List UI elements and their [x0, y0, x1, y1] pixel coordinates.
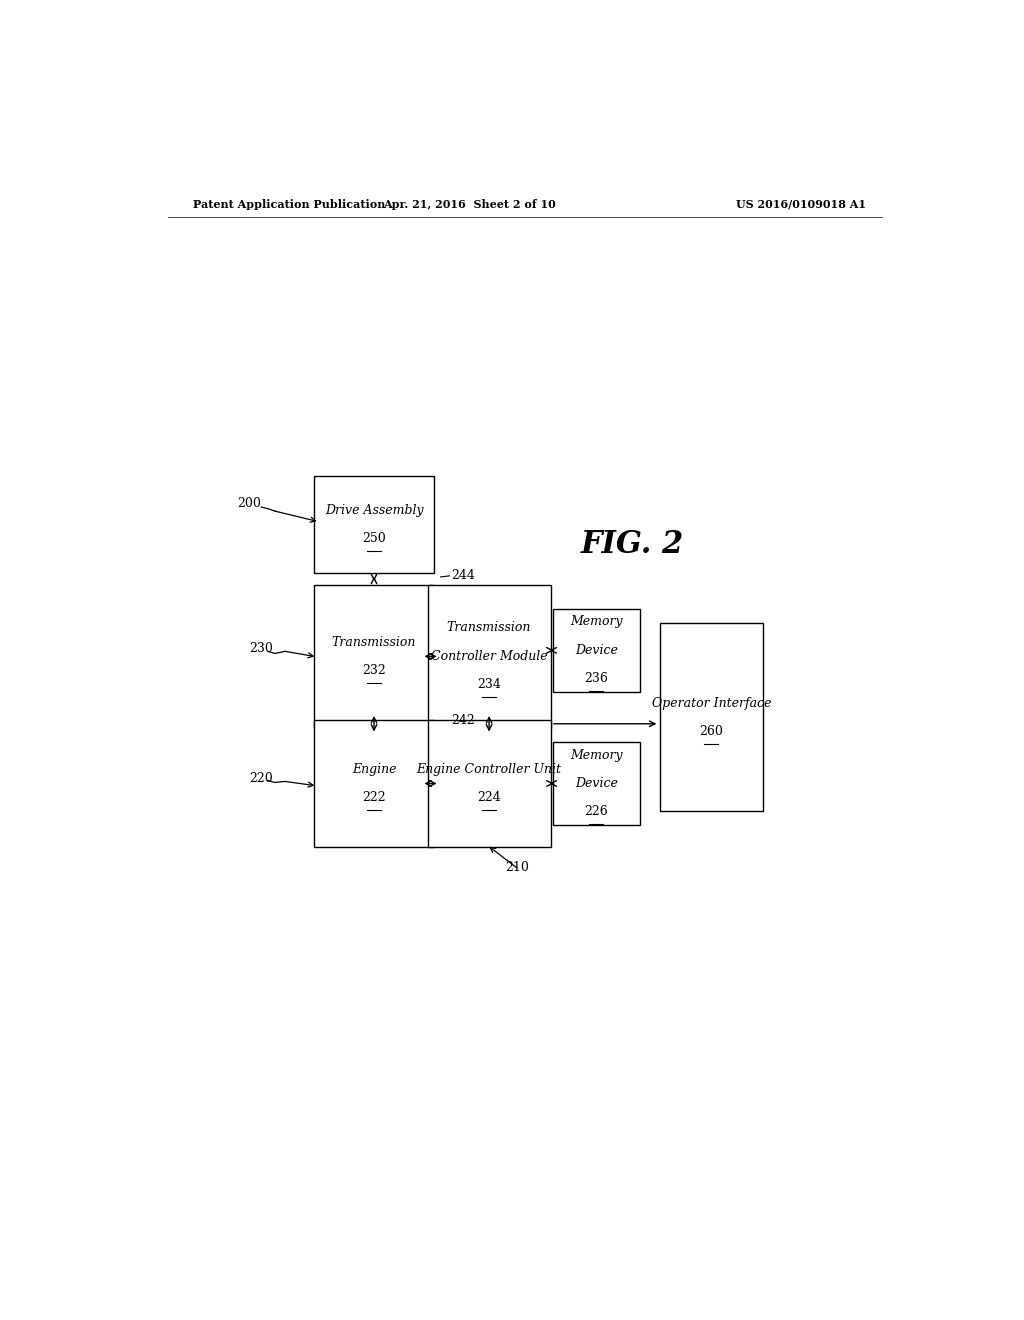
Bar — [428, 585, 551, 727]
Text: Controller Module: Controller Module — [431, 649, 548, 663]
Text: FIG. 2: FIG. 2 — [581, 529, 684, 560]
Text: 220: 220 — [250, 772, 273, 785]
Text: 250: 250 — [362, 532, 386, 545]
Bar — [314, 477, 433, 573]
Text: 230: 230 — [250, 642, 273, 655]
Text: 260: 260 — [699, 725, 723, 738]
Text: Engine Controller Unit: Engine Controller Unit — [417, 763, 561, 776]
Text: Device: Device — [574, 777, 617, 789]
Text: Patent Application Publication: Patent Application Publication — [194, 198, 385, 210]
Bar — [428, 719, 551, 847]
Text: 242: 242 — [451, 714, 475, 727]
Text: 236: 236 — [585, 672, 608, 685]
Bar — [659, 623, 763, 812]
Bar — [314, 585, 433, 727]
Text: Transmission: Transmission — [446, 622, 531, 635]
Text: 232: 232 — [362, 664, 386, 677]
Text: 234: 234 — [477, 678, 501, 692]
Text: 224: 224 — [477, 791, 501, 804]
Text: 244: 244 — [451, 569, 475, 582]
Bar — [553, 742, 640, 825]
Text: Transmission: Transmission — [332, 636, 416, 648]
Text: Device: Device — [574, 644, 617, 657]
Text: 200: 200 — [237, 498, 260, 511]
Text: 222: 222 — [362, 791, 386, 804]
Text: Engine: Engine — [352, 763, 396, 776]
Text: 226: 226 — [585, 805, 608, 818]
Bar — [553, 609, 640, 692]
Text: 210: 210 — [505, 862, 528, 874]
Text: Apr. 21, 2016  Sheet 2 of 10: Apr. 21, 2016 Sheet 2 of 10 — [383, 198, 556, 210]
Text: Memory: Memory — [570, 748, 623, 762]
Text: Drive Assembly: Drive Assembly — [325, 503, 423, 516]
Text: Operator Interface: Operator Interface — [651, 697, 771, 710]
Bar — [314, 719, 433, 847]
Text: Memory: Memory — [570, 615, 623, 628]
Text: US 2016/0109018 A1: US 2016/0109018 A1 — [736, 198, 866, 210]
